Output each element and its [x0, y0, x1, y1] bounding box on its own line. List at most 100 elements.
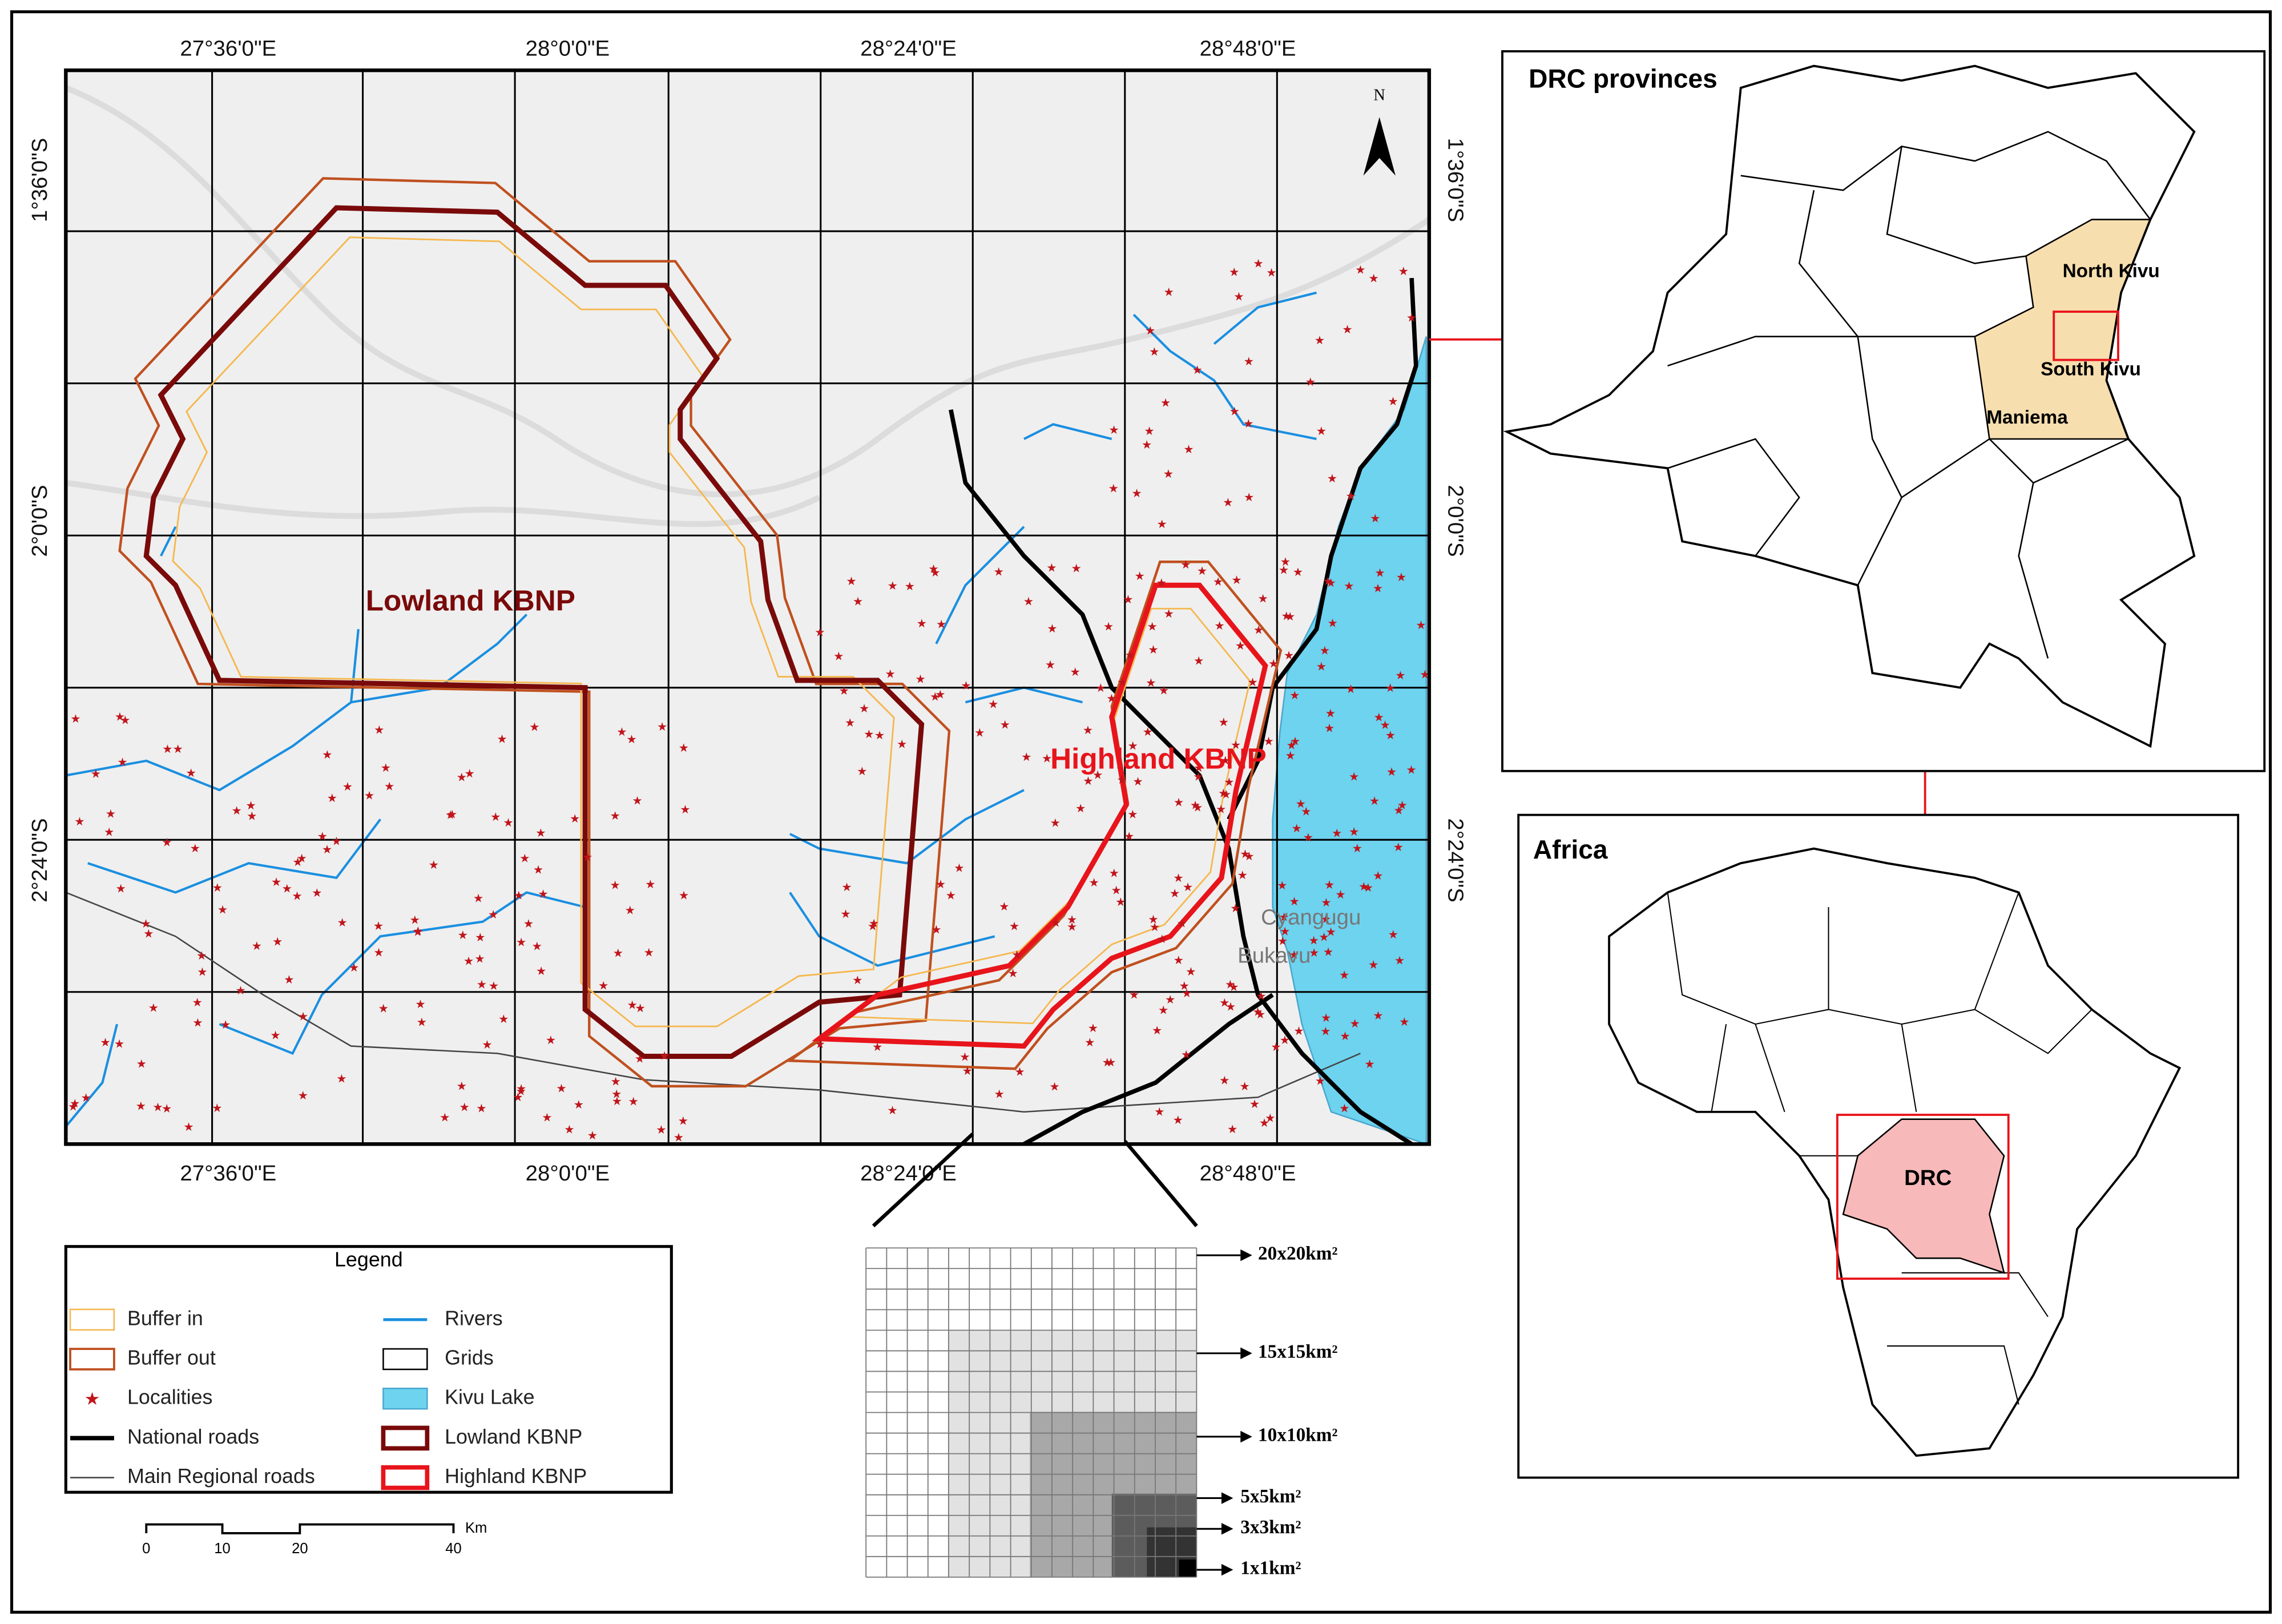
locality: ★ — [993, 565, 1003, 578]
legend-label: Rivers — [445, 1307, 503, 1329]
lon-label: 28°0'0"E — [526, 36, 610, 61]
locality: ★ — [68, 1101, 78, 1114]
locality: ★ — [626, 733, 636, 746]
locality: ★ — [489, 980, 499, 993]
legend-label: National roads — [127, 1425, 259, 1448]
locality: ★ — [936, 878, 946, 891]
legend-symbol — [69, 1308, 115, 1331]
locality: ★ — [1183, 881, 1193, 894]
locality: ★ — [152, 1101, 163, 1114]
locality: ★ — [373, 946, 384, 959]
locality: ★ — [74, 815, 84, 828]
locality: ★ — [616, 726, 627, 739]
country-borders — [1667, 892, 2092, 1405]
locality: ★ — [1106, 692, 1116, 705]
locality: ★ — [610, 809, 620, 823]
lon-label: 28°0'0"E — [526, 1161, 610, 1186]
locality: ★ — [297, 852, 307, 865]
locality: ★ — [1219, 1074, 1229, 1087]
locality: ★ — [564, 1123, 574, 1137]
locality: ★ — [1325, 926, 1336, 939]
locality: ★ — [1145, 324, 1155, 337]
legend-label: Grids — [445, 1346, 494, 1369]
locality: ★ — [1277, 879, 1287, 892]
locality: ★ — [1289, 949, 1299, 962]
locality: ★ — [1315, 1075, 1325, 1088]
locality: ★ — [1134, 570, 1144, 583]
locality: ★ — [337, 916, 348, 929]
locality: ★ — [196, 949, 207, 962]
locality: ★ — [474, 953, 485, 966]
scale-bar: 0 10 20 40 Km — [142, 1520, 487, 1557]
locality: ★ — [679, 889, 689, 902]
locality: ★ — [1305, 376, 1316, 389]
locality: ★ — [930, 566, 940, 579]
legend-symbol — [69, 1348, 115, 1371]
locality: ★ — [1109, 867, 1119, 880]
locality: ★ — [378, 1002, 389, 1015]
locality: ★ — [1227, 1123, 1237, 1136]
locality: ★ — [298, 1089, 308, 1102]
grid-1 — [1179, 1559, 1197, 1577]
locality: ★ — [1123, 593, 1133, 606]
locality: ★ — [1051, 916, 1061, 929]
locality: ★ — [488, 908, 498, 921]
lat-label: 2°24'0"S — [27, 818, 52, 902]
scale-unit: Km — [465, 1520, 487, 1536]
locality: ★ — [1253, 257, 1263, 270]
boundary — [64, 85, 1431, 498]
locality: ★ — [1396, 571, 1406, 584]
locality: ★ — [1154, 1105, 1164, 1118]
legend-label: Lowland KBNP — [445, 1425, 582, 1448]
locality: ★ — [610, 1075, 620, 1089]
locality: ★ — [1129, 988, 1139, 1001]
main-map: ★ ★ ★ ★ ★ ★ ★ ★ ★ ★ ★ ★ ★ ★ ★ ★ ★ ★ ★ ★ ★ ★ ★ ★ ★ ★ ★ ★ ★ ★ ★ ★ ★ ★ ★ ★ ★ ★ ★ ★… — [27, 36, 1467, 1186]
locality: ★ — [292, 889, 302, 902]
locality: ★ — [1174, 796, 1184, 809]
grid-size-label: 5x5km² — [1240, 1486, 1301, 1507]
locality: ★ — [1021, 751, 1031, 764]
locality: ★ — [220, 1018, 231, 1031]
grid-connectors — [872, 1132, 1198, 1228]
locality: ★ — [100, 1036, 110, 1049]
locality: ★ — [1224, 776, 1234, 789]
locality: ★ — [1244, 491, 1254, 504]
locality: ★ — [917, 617, 927, 630]
locality: ★ — [212, 881, 223, 894]
lon-label: 28°24'0"E — [860, 1161, 957, 1186]
locality: ★ — [498, 1013, 509, 1026]
locality: ★ — [373, 920, 384, 933]
province-label: South Kivu — [2041, 358, 2141, 380]
map-frame — [64, 68, 1432, 1146]
locality: ★ — [874, 729, 885, 742]
locality: ★ — [1116, 773, 1127, 787]
locality: ★ — [104, 826, 114, 839]
locality: ★ — [1146, 676, 1156, 690]
locality: ★ — [1083, 775, 1093, 788]
map-background — [66, 70, 1429, 1145]
locality: ★ — [136, 1099, 146, 1113]
locality: ★ — [936, 618, 946, 631]
locality: ★ — [1108, 424, 1119, 437]
locality: ★ — [1067, 913, 1077, 926]
locality: ★ — [556, 1082, 566, 1095]
locality: ★ — [1264, 735, 1274, 748]
locality: ★ — [1213, 575, 1223, 589]
locality: ★ — [1368, 958, 1378, 972]
locality: ★ — [413, 925, 423, 938]
locality: ★ — [1177, 917, 1187, 930]
locality: ★ — [115, 711, 125, 724]
legend-symbol — [382, 1348, 428, 1371]
locality: ★ — [988, 698, 998, 711]
locality: ★ — [1287, 739, 1297, 752]
locality: ★ — [516, 1082, 526, 1095]
locality: ★ — [1190, 799, 1200, 812]
province-label: North Kivu — [2063, 261, 2160, 282]
locality: ★ — [247, 810, 257, 823]
province-borders — [1667, 131, 2151, 659]
scale-tick: 10 — [214, 1541, 231, 1557]
locality: ★ — [1148, 913, 1158, 926]
locality: ★ — [1373, 1009, 1383, 1022]
locality: ★ — [1084, 1036, 1095, 1049]
locality: ★ — [1156, 577, 1167, 590]
